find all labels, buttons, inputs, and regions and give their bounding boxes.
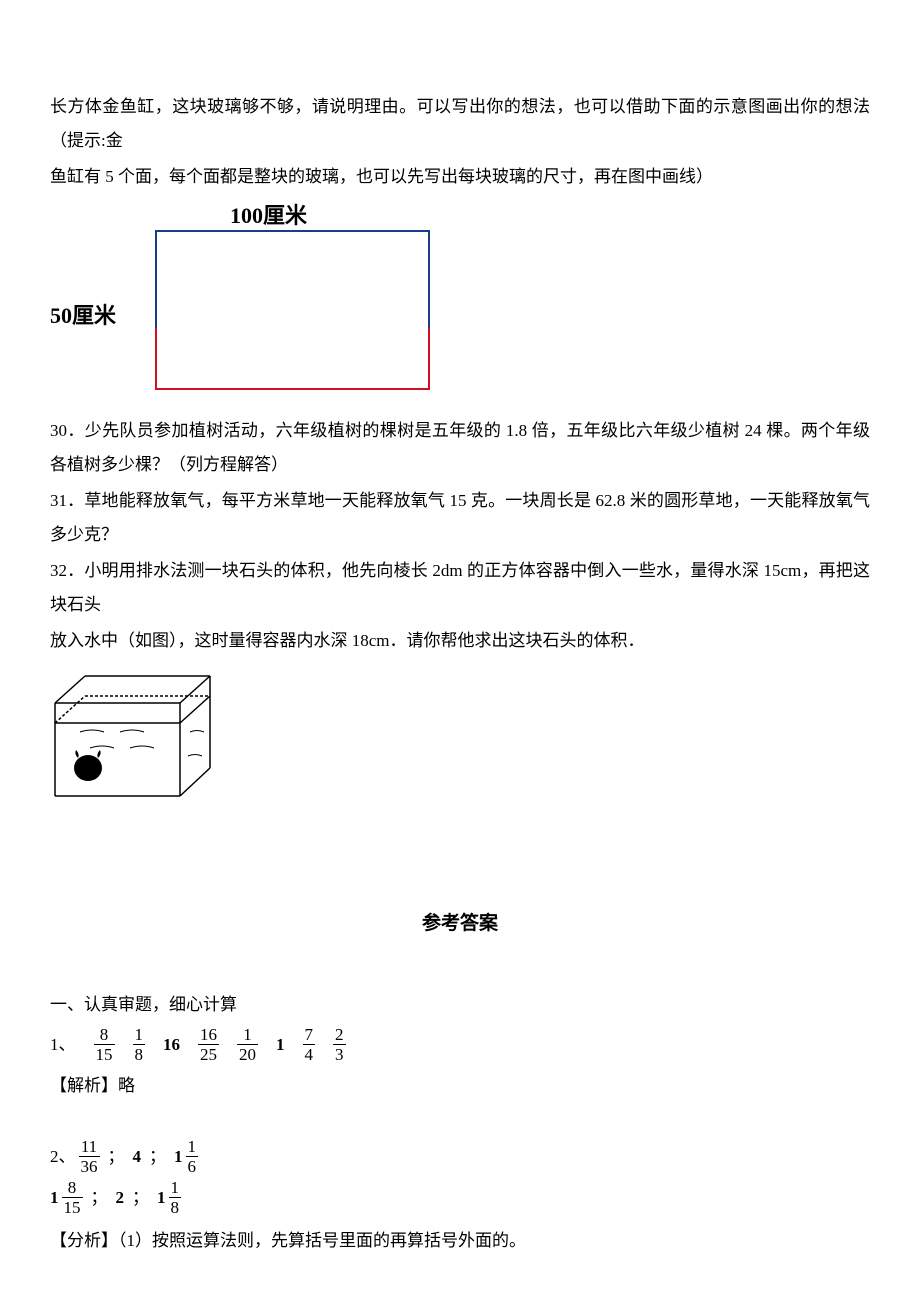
frac-7-4: 7 4: [303, 1026, 316, 1063]
val-16: 16: [163, 1028, 180, 1062]
val-2: 2: [116, 1181, 125, 1215]
answer-2-analysis: 【分析】（1）按照运算法则，先算括号里面的再算括号外面的。: [50, 1224, 870, 1258]
answer-section-title: 参考答案: [50, 905, 870, 943]
frac-2-3: 2 3: [333, 1026, 346, 1063]
mixed-1-8-15: 1 8 15: [50, 1179, 83, 1216]
intro-line2-text: 鱼缸有 5 个面，每个面都是整块的玻璃，也可以先写出每块玻璃的尺寸，再在图中画线…: [50, 167, 713, 186]
diagram-left-label: 50厘米: [50, 294, 116, 338]
frac-11-36: 11 36: [79, 1138, 100, 1175]
answer-2-prefix: 2、: [50, 1140, 76, 1174]
val-1: 1: [276, 1028, 285, 1062]
mixed-1-1-6: 1 1 6: [174, 1138, 198, 1175]
frac-8-15: 8 15: [94, 1026, 115, 1063]
question-32-line1: 32．小明用排水法测一块石头的体积，他先向棱长 2dm 的正方体容器中倒入一些水…: [50, 554, 870, 622]
rect-red-left: [155, 328, 157, 390]
answer-1-note: 【解析】略: [50, 1069, 870, 1103]
sep-2: ；: [149, 1140, 166, 1174]
intro-line2: 鱼缸有 5 个面，每个面都是整块的玻璃，也可以先写出每块玻璃的尺寸，再在图中画线…: [50, 160, 870, 194]
answer-2-line2: 1 8 15 ； 2 ； 1 1 8: [50, 1179, 870, 1216]
mixed-1-1-8: 1 1 8: [157, 1179, 181, 1216]
section-1-header: 一、认真审题，细心计算: [50, 988, 870, 1022]
sep-3: ；: [91, 1181, 108, 1215]
rect-red-right: [428, 328, 430, 390]
answer-1-row: 1、 8 15 1 8 16 16 25 1 20 1 7 4 2 3: [50, 1026, 870, 1063]
answer-1-prefix: 1、: [50, 1028, 76, 1062]
glass-diagram: 100厘米 50厘米: [50, 202, 450, 402]
frac-1-20: 1 20: [237, 1026, 258, 1063]
question-30: 30．少先队员参加植树活动，六年级植树的棵树是五年级的 1.8 倍，五年级比六年…: [50, 414, 870, 482]
frac-1-8: 1 8: [133, 1026, 146, 1063]
cube-water-diagram: [50, 668, 870, 815]
intro-line1: 长方体金鱼缸，这块玻璃够不够，请说明理由。可以写出你的想法，也可以借助下面的示意…: [50, 90, 870, 158]
val-4: 4: [133, 1140, 142, 1174]
frac-16-25: 16 25: [198, 1026, 219, 1063]
question-32-line2: 放入水中（如图），这时量得容器内水深 18cm．请你帮他求出这块石头的体积．: [50, 624, 870, 658]
question-31: 31．草地能释放氧气，每平方米草地一天能释放氧气 15 克。一块周长是 62.8…: [50, 484, 870, 552]
sep-4: ；: [132, 1181, 149, 1215]
sep-1: ；: [108, 1140, 125, 1174]
diagram-rect: [155, 230, 430, 390]
answer-2-line1: 2、 11 36 ； 4 ； 1 1 6: [50, 1138, 870, 1175]
